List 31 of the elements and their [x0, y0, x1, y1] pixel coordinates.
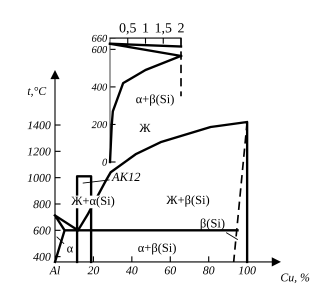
y-tick-label: 1200	[28, 148, 51, 156]
y-tick-label: 1400	[28, 121, 51, 130]
annotation: α+β(Si)	[136, 94, 174, 106]
y-tick-label: 660	[92, 34, 108, 42]
x-tick-label: 40	[126, 266, 138, 274]
x-tick-label: Al	[49, 266, 60, 274]
y-tick-label: 0	[102, 158, 108, 166]
annotation: Ж+β(Si)	[166, 195, 210, 207]
y-axis-title: t,°C	[28, 87, 46, 97]
x-tick-label: 20	[88, 266, 100, 274]
annotation: β(Si)	[200, 218, 224, 230]
y-tick-label: 600	[34, 226, 51, 235]
x-tick-label: 0,5	[120, 23, 136, 34]
x-tick-label: 60	[164, 266, 176, 274]
x-tick-label: 1,5	[156, 23, 172, 34]
annotation: AK12	[111, 172, 140, 181]
annotation: Ж	[139, 124, 151, 132]
y-tick-label: 400	[33, 252, 51, 261]
annotation: Ж+α(Si)	[71, 196, 114, 208]
x-tick-label: 1	[143, 23, 148, 32]
x-axis-title: Cu, %	[281, 273, 310, 284]
y-tick-label: 200	[92, 121, 108, 128]
x-tick-label: 100	[238, 266, 256, 274]
annotation: α+β(Si)	[138, 243, 176, 255]
y-tick-label: 800	[33, 200, 51, 208]
x-tick-label: 80	[203, 266, 214, 274]
y-tick-label: 600	[92, 46, 108, 54]
y-tick-label: 400	[92, 84, 108, 91]
x-tick-label: 2	[178, 23, 184, 32]
annotation: α	[67, 246, 73, 253]
y-tick-label: 1000	[28, 174, 51, 182]
